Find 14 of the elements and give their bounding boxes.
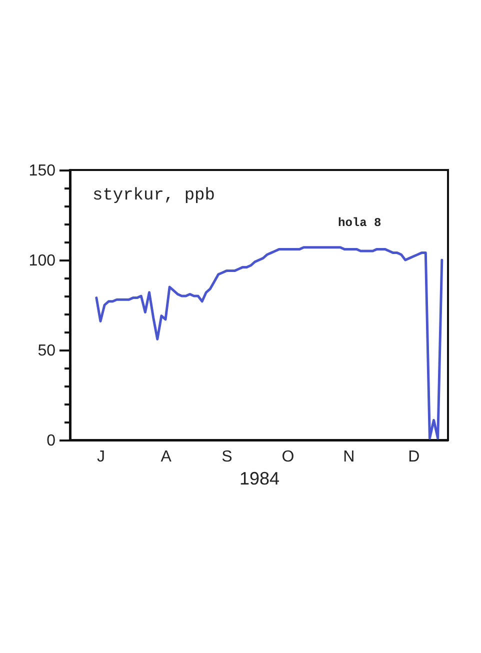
x-tick-label: D [408, 448, 420, 466]
y-tick-label: 0 [46, 432, 56, 450]
line-series [95, 246, 444, 440]
x-tick-label: J [96, 448, 105, 466]
annotation: hola 8 [338, 216, 382, 230]
x-tick-label: A [160, 448, 172, 466]
y-tick-label: 100 [28, 252, 56, 270]
y-tick-label: 150 [28, 162, 56, 180]
y-tick-label: 50 [38, 342, 56, 360]
x-axis-title: 1984 [239, 468, 280, 488]
y-axis-title: styrkur, ppb [92, 186, 215, 206]
x-tick-label: S [222, 448, 232, 466]
x-tick-label: N [343, 448, 355, 466]
x-tick-label: O [282, 448, 294, 466]
